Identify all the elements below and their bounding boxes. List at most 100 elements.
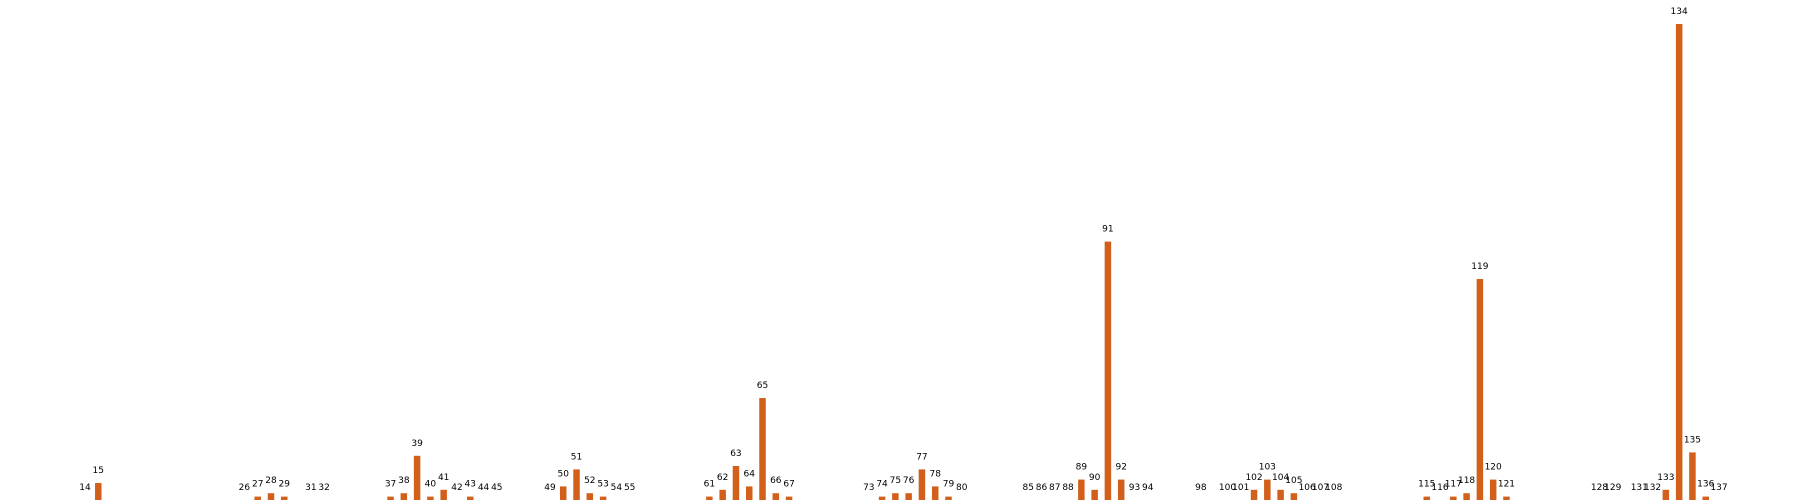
bar-134 — [1675, 24, 1683, 500]
bar-118 — [1463, 493, 1470, 500]
bar-label-98: 98 — [1195, 483, 1207, 493]
bar-115 — [1423, 496, 1430, 500]
bar-label-73: 73 — [863, 483, 874, 493]
bar-label-41: 41 — [438, 473, 449, 483]
bar-label-61: 61 — [704, 480, 715, 490]
bar-label-62: 62 — [717, 473, 728, 483]
bar-label-43: 43 — [465, 480, 476, 490]
bar-label-55: 55 — [624, 483, 635, 493]
bar-120 — [1489, 479, 1497, 500]
bar-135 — [1689, 452, 1696, 500]
bar-label-103: 103 — [1259, 463, 1276, 473]
bar-92 — [1117, 479, 1125, 500]
bar-label-132: 132 — [1644, 483, 1661, 493]
bar-65 — [759, 398, 766, 500]
bar-label-51: 51 — [571, 452, 582, 462]
bar-label-104: 104 — [1272, 473, 1289, 483]
bar-50 — [559, 486, 567, 500]
bar-28 — [267, 493, 275, 500]
bar-62 — [719, 489, 726, 500]
bar-79 — [945, 496, 952, 500]
bar-label-133: 133 — [1657, 473, 1674, 483]
bar-133 — [1662, 489, 1670, 500]
bar-label-88: 88 — [1062, 483, 1074, 493]
bar-label-40: 40 — [425, 480, 437, 490]
bar-121 — [1503, 496, 1510, 500]
bar-label-38: 38 — [398, 476, 410, 486]
bar-label-106: 106 — [1299, 483, 1316, 493]
bar-label-91: 91 — [1102, 225, 1113, 235]
bar-label-66: 66 — [770, 476, 782, 486]
bar-label-86: 86 — [1036, 483, 1048, 493]
bar-label-101: 101 — [1232, 483, 1249, 493]
bar-52 — [586, 493, 594, 500]
bar-39 — [413, 455, 421, 500]
bar-label-118: 118 — [1458, 476, 1475, 486]
bar-label-32: 32 — [318, 483, 329, 493]
bar-15 — [95, 483, 102, 500]
bar-40 — [427, 496, 434, 500]
bar-label-53: 53 — [597, 480, 608, 490]
bar-label-105: 105 — [1285, 476, 1302, 486]
bar-label-50: 50 — [558, 469, 570, 479]
bar-61 — [706, 496, 713, 500]
bar-41 — [440, 489, 447, 500]
bar-105 — [1290, 493, 1298, 500]
bar-103 — [1264, 479, 1271, 500]
bar-63 — [732, 466, 740, 500]
bar-label-93: 93 — [1129, 483, 1140, 493]
bar-74 — [878, 496, 886, 500]
bar-67 — [785, 496, 793, 500]
bar-91 — [1104, 241, 1112, 500]
bar-label-119: 119 — [1471, 262, 1488, 272]
bar-77 — [918, 469, 926, 500]
bar-label-54: 54 — [611, 483, 623, 493]
bar-104 — [1277, 489, 1284, 500]
bar-label-120: 120 — [1485, 463, 1502, 473]
bar-136 — [1702, 496, 1709, 500]
bar-43 — [467, 496, 474, 500]
bar-label-15: 15 — [93, 466, 104, 476]
bar-label-85: 85 — [1022, 483, 1033, 493]
bar-label-64: 64 — [744, 469, 756, 479]
bar-label-42: 42 — [451, 483, 462, 493]
bar-117 — [1450, 496, 1457, 500]
bar-53 — [599, 496, 607, 500]
bar-label-37: 37 — [385, 480, 396, 490]
bar-label-79: 79 — [943, 480, 955, 490]
bar-78 — [931, 486, 939, 500]
bar-label-65: 65 — [757, 381, 768, 391]
bar-75 — [892, 493, 899, 500]
bar-label-134: 134 — [1671, 7, 1688, 17]
bar-label-89: 89 — [1076, 463, 1088, 473]
bar-label-27: 27 — [252, 480, 263, 490]
bar-37 — [387, 496, 394, 500]
bar-89 — [1078, 479, 1085, 500]
bar-label-31: 31 — [305, 483, 316, 493]
bar-label-67: 67 — [783, 480, 794, 490]
bar-label-26: 26 — [239, 483, 251, 493]
bar-label-115: 115 — [1418, 480, 1435, 490]
bar-label-45: 45 — [491, 483, 502, 493]
bar-29 — [281, 496, 288, 500]
bar-label-128: 128 — [1591, 483, 1608, 493]
bar-label-135: 135 — [1684, 435, 1701, 445]
bar-label-102: 102 — [1245, 473, 1262, 483]
bar-76 — [905, 493, 912, 500]
bar-label-52: 52 — [584, 476, 595, 486]
bar-label-29: 29 — [279, 480, 291, 490]
bar-label-137: 137 — [1710, 483, 1727, 493]
bar-label-78: 78 — [929, 469, 941, 479]
bar-label-131: 131 — [1631, 483, 1648, 493]
bar-label-74: 74 — [876, 480, 888, 490]
bar-label-49: 49 — [544, 483, 556, 493]
bar-51 — [573, 469, 580, 500]
bar-119 — [1476, 279, 1484, 500]
bar-label-94: 94 — [1142, 483, 1154, 493]
bar-label-63: 63 — [730, 449, 741, 459]
bar-102 — [1250, 489, 1258, 500]
bar-label-28: 28 — [265, 476, 277, 486]
bar-90 — [1091, 489, 1098, 500]
bar-64 — [745, 486, 753, 500]
bar-label-14: 14 — [79, 483, 91, 493]
